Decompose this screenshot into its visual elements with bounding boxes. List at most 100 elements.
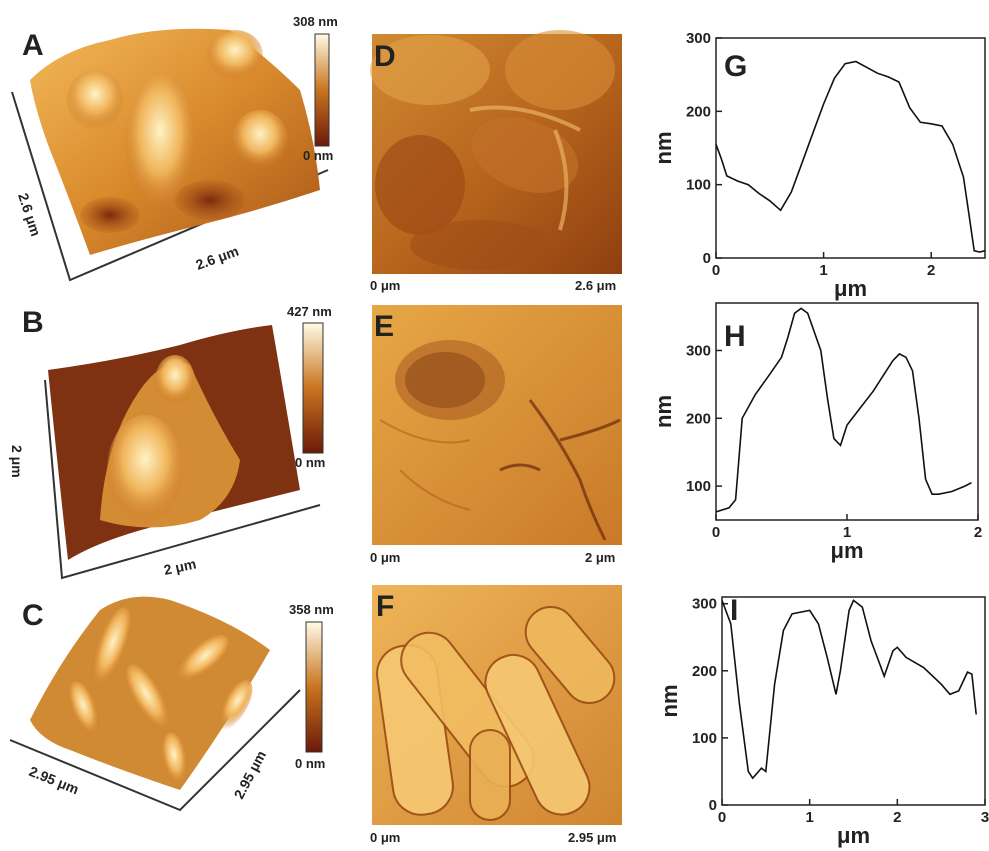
y-tick-label: 300 (686, 30, 711, 47)
surface-peak (171, 635, 229, 685)
panel-letter: E (374, 310, 394, 343)
image-feature (469, 729, 511, 821)
surface-peak (67, 70, 123, 130)
x-axis-label: μm (834, 276, 867, 301)
y-tick-label: 200 (686, 410, 711, 427)
image-left-label: 0 μm (370, 278, 400, 293)
axis-label-depth: 2.95 μm (231, 748, 270, 802)
panel-f-amplitude-image: F 0 μm 2.95 μm (370, 585, 622, 845)
chart-i-height-profile: I 0 1 2 3 0 100 200 300 μm nm (657, 594, 989, 848)
axis-label-depth: 2 μm (9, 445, 25, 478)
image-right-label: 2.6 μm (575, 278, 616, 293)
panel-b-3d-surface: B 2 μm 2 μm 427 nm 0 nm (9, 304, 332, 580)
image-feature (499, 399, 621, 541)
y-axis-label: nm (651, 132, 676, 165)
image-feature (524, 606, 616, 704)
profile-line (721, 599, 977, 780)
axis-label-depth: 2.6 μm (15, 191, 44, 238)
surface-peak (107, 415, 183, 525)
profile-line (715, 60, 986, 253)
x-tick-label: 1 (819, 262, 827, 279)
image-area (372, 305, 622, 545)
axis-label-side: 2.95 μm (27, 763, 81, 797)
profile-line (715, 307, 972, 513)
y-tick-label: 200 (692, 663, 717, 680)
image-left-label: 0 μm (370, 830, 400, 845)
scale-min-label: 0 nm (295, 756, 325, 771)
y-axis-label: nm (657, 685, 682, 718)
color-scale-bar (314, 33, 330, 147)
surface-peak (207, 30, 263, 80)
scale-max-label: 308 nm (293, 14, 338, 29)
plot-frame (715, 302, 979, 521)
scale-max-label: 427 nm (287, 304, 332, 319)
x-tick-label: 2 (974, 524, 982, 541)
surface-peak (155, 355, 195, 405)
panel-letter: I (730, 594, 738, 627)
y-tick-label: 100 (692, 730, 717, 747)
image-feature (410, 220, 550, 270)
y-axis-label: nm (651, 395, 676, 428)
scale-max-label: 358 nm (289, 602, 334, 617)
surface-peak (125, 75, 195, 215)
color-scale-bar (305, 621, 323, 753)
y-tick-label: 300 (686, 342, 711, 359)
panel-letter: F (376, 590, 394, 623)
scale-min-label: 0 nm (303, 148, 333, 163)
image-feature (505, 30, 615, 110)
plot-frame (715, 37, 986, 259)
panel-letter: G (724, 50, 747, 83)
plot-frame (721, 596, 986, 806)
x-tick-label: 2 (893, 809, 901, 826)
y-tick-label: 0 (709, 797, 717, 814)
y-tick-label: 300 (692, 596, 717, 613)
panel-letter: H (724, 320, 746, 353)
x-tick-label: 2 (927, 262, 935, 279)
x-tick-label: 0 (712, 262, 720, 279)
y-tick-label: 100 (686, 478, 711, 495)
surface-peak (69, 681, 101, 739)
image-feature (375, 135, 465, 235)
image-left-label: 0 μm (370, 550, 400, 565)
chart-g-height-profile: G 0 1 2 0 100 200 300 μm nm (651, 30, 986, 301)
surface-peak (89, 607, 131, 693)
surface-peak (217, 680, 253, 730)
x-axis-label: μm (830, 538, 863, 563)
chart-h-height-profile: H 0 1 2 100 200 300 μm nm (651, 302, 982, 563)
x-tick-label: 1 (805, 809, 813, 826)
panel-e-phase-image: E 0 μm 2 μm (370, 305, 622, 565)
image-feature (405, 352, 485, 408)
x-tick-label: 3 (981, 809, 989, 826)
surface-pit (80, 197, 140, 233)
image-right-label: 2 μm (585, 550, 615, 565)
panel-a-3d-surface: A 2.6 μm 2.6 μm 308 nm 0 nm (11, 14, 338, 282)
y-tick-label: 0 (703, 250, 711, 267)
axis-label-side: 2 μm (162, 555, 197, 577)
y-tick-label: 100 (686, 177, 711, 194)
color-scale-bar (302, 322, 324, 454)
surface-peak (162, 732, 188, 788)
surface-peak (232, 110, 288, 170)
image-right-label: 2.95 μm (568, 830, 616, 845)
panel-letter: C (22, 599, 44, 632)
panel-c-3d-surface: C 2.95 μm 2.95 μm 358 nm 0 nm (9, 596, 334, 812)
surface-peak (126, 664, 174, 736)
image-feature (395, 340, 505, 420)
scale-min-label: 0 nm (295, 455, 325, 470)
image-feature (379, 419, 471, 511)
x-tick-label: 0 (718, 809, 726, 826)
axis-frame (9, 689, 301, 812)
axis-label-side: 2.6 μm (194, 243, 241, 273)
image-feature (484, 654, 591, 816)
image-feature (471, 117, 579, 193)
image-feature (370, 35, 490, 105)
surface-pit (175, 180, 245, 220)
x-tick-label: 1 (843, 524, 851, 541)
x-axis-label: μm (837, 823, 870, 848)
panel-letter: D (374, 40, 396, 73)
panel-d-height-image: D 0 μm 2.6 μm (370, 30, 622, 293)
panel-letter: B (22, 306, 44, 339)
image-feature (469, 105, 581, 231)
panel-letter: A (22, 29, 44, 62)
